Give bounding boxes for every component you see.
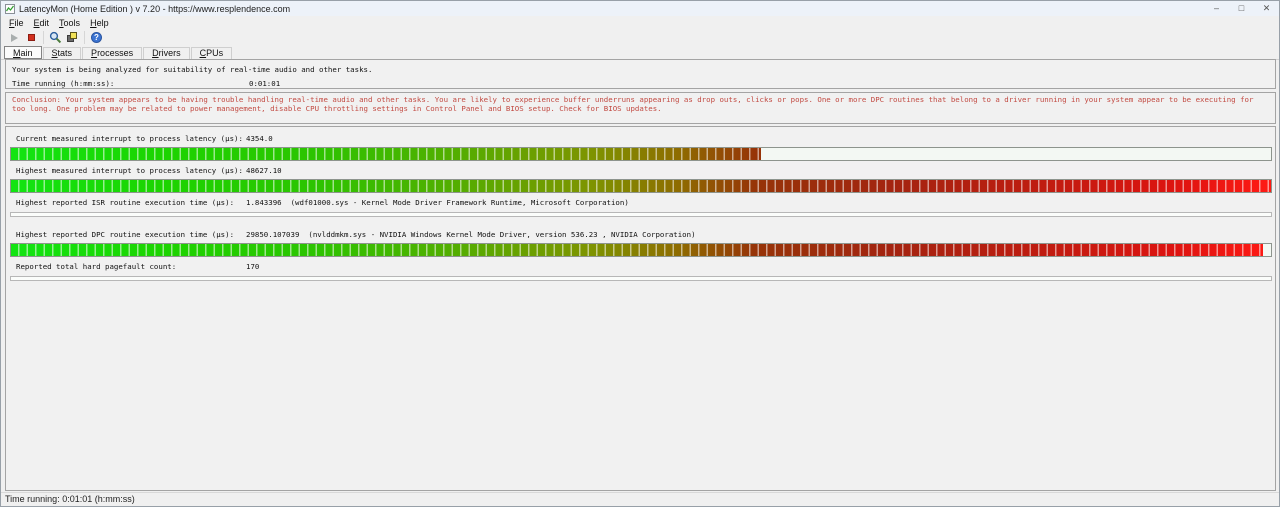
measurement-value: 48627.10 — [246, 166, 282, 175]
copy-report-button[interactable] — [64, 30, 81, 45]
analyze-button[interactable] — [47, 30, 64, 45]
stop-button[interactable] — [23, 30, 40, 45]
time-running-label: Time running (h:mm:ss): — [12, 79, 115, 88]
help-icon: ? — [91, 32, 102, 43]
measurement-label: Highest measured interrupt to process la… — [16, 166, 243, 175]
measurement-row-isr-time: Highest reported ISR routine execution t… — [10, 198, 1272, 230]
tab-main[interactable]: Main — [4, 46, 42, 59]
measurement-detail: (wdf01000.sys - Kernel Mode Driver Frame… — [290, 198, 629, 207]
tab-cpus[interactable]: CPUs — [190, 47, 233, 59]
latency-bar — [10, 147, 1272, 161]
status-bar-text: Time running: 0:01:01 (h:mm:ss) — [5, 494, 135, 504]
time-running-value: 0:01:01 — [249, 79, 281, 88]
magnifier-icon — [49, 31, 62, 44]
minimize-icon[interactable]: – — [1213, 3, 1219, 13]
play-button[interactable] — [6, 30, 23, 45]
measurement-detail: (nvlddmkm.sys - NVIDIA Windows Kernel Mo… — [308, 230, 696, 239]
toolbar-separator — [84, 31, 85, 44]
latency-bar — [10, 243, 1272, 257]
latency-bar-fill — [11, 244, 1264, 256]
measurement-label: Current measured interrupt to process la… — [16, 134, 243, 143]
measurement-value: 170 — [246, 262, 260, 271]
main-panel: Current measured interrupt to process la… — [5, 126, 1276, 491]
analysis-status-line: Your system is being analyzed for suitab… — [12, 63, 1275, 77]
menu-help[interactable]: Help — [90, 17, 109, 28]
latency-bar-fill — [11, 148, 761, 160]
close-icon[interactable]: ✕ — [1262, 3, 1271, 13]
toolbar: ? — [1, 29, 1279, 46]
menu-edit[interactable]: Edit — [33, 17, 50, 28]
help-button[interactable]: ? — [88, 30, 105, 45]
app-icon — [5, 3, 15, 14]
measurement-value: 29850.107039 — [246, 230, 300, 239]
title-bar[interactable]: LatencyMon (Home Edition ) v 7.20 - http… — [1, 1, 1279, 16]
menu-file[interactable]: File — [9, 17, 24, 28]
measurement-label: Highest reported DPC routine execution t… — [16, 230, 235, 239]
stop-icon — [28, 34, 35, 41]
analysis-panel: Your system is being analyzed for suitab… — [5, 59, 1276, 89]
tab-stats[interactable]: Stats — [42, 47, 82, 59]
measurement-row-highest-latency: Highest measured interrupt to process la… — [10, 166, 1272, 198]
measurement-value: 4354.0 — [246, 134, 273, 143]
latency-bar — [10, 179, 1272, 193]
maximize-icon[interactable]: □ — [1238, 3, 1245, 13]
measurement-row-pagefaults: Reported total hard pagefault count: 170 — [10, 262, 1272, 294]
latency-bar-fill — [11, 180, 1271, 192]
copy-icon — [67, 32, 78, 43]
conclusion-text: Conclusion: Your system appears to be ha… — [12, 95, 1254, 113]
toolbar-separator — [43, 31, 44, 44]
latency-bar — [10, 276, 1272, 281]
measurement-row-dpc-time: Highest reported DPC routine execution t… — [10, 230, 1272, 262]
tab-processes[interactable]: Processes — [82, 47, 143, 59]
menu-bar: File Edit Tools Help — [1, 16, 1279, 29]
conclusion-panel: Conclusion: Your system appears to be ha… — [5, 92, 1276, 124]
time-running-line: Time running (h:mm:ss): 0:01:01 — [12, 77, 1275, 91]
latency-bar — [10, 212, 1272, 217]
measurement-row-current-latency: Current measured interrupt to process la… — [10, 127, 1272, 166]
tab-bar: Main Stats Processes Drivers CPUs — [1, 46, 1279, 60]
status-bar: Time running: 0:01:01 (h:mm:ss) — [1, 492, 1279, 506]
measurement-value: 1.843396 — [246, 198, 282, 207]
window-title: LatencyMon (Home Edition ) v 7.20 - http… — [19, 3, 291, 14]
analysis-status-text: Your system is being analyzed for suitab… — [12, 65, 373, 74]
play-icon — [11, 33, 18, 42]
tab-drivers[interactable]: Drivers — [143, 47, 190, 59]
window-controls: – □ ✕ — [1204, 1, 1279, 16]
measurement-label: Reported total hard pagefault count: — [16, 262, 177, 271]
measurement-label: Highest reported ISR routine execution t… — [16, 198, 235, 207]
menu-tools[interactable]: Tools — [59, 17, 81, 28]
